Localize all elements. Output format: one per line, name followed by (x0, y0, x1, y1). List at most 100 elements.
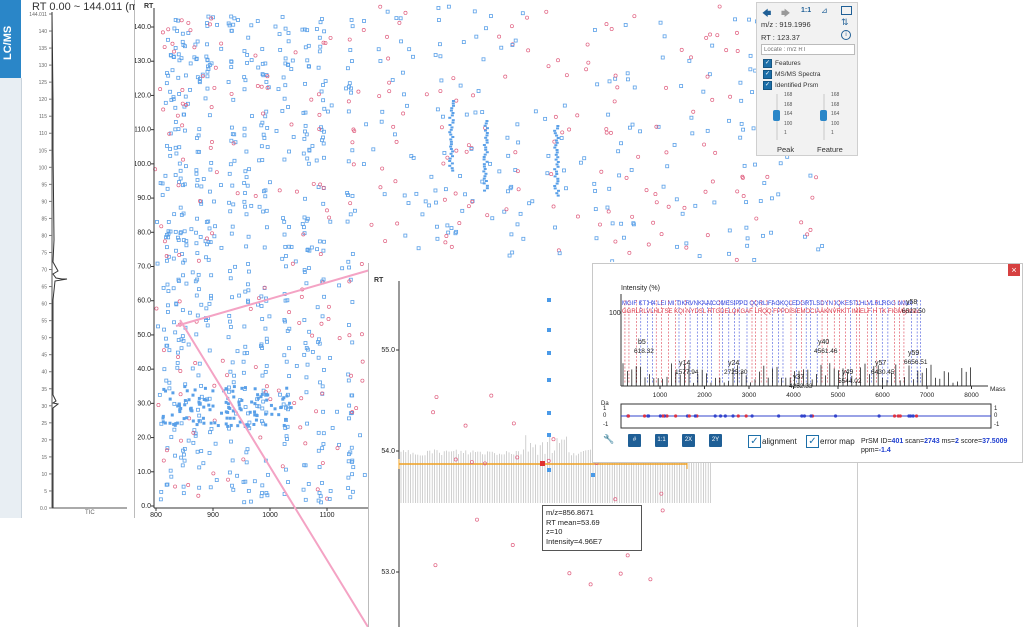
peak-name-label: y57 (875, 360, 886, 367)
tic-y-tick: 0.0 (40, 506, 47, 512)
spectrum-panel[interactable]: Intensity (%) 100 Mass MGIF KT H4 LEI MI… (592, 263, 1023, 463)
tooltip-charge: z=10 (546, 527, 563, 536)
err-tick-right: -1 (994, 422, 1000, 428)
feature-map[interactable]: RT 140.0 130.0 120.0 110.0 100.0 90.0 80.0 70.0… (133, 0, 369, 519)
feature-map-right[interactable] (368, 0, 828, 264)
err-axis-unit: Da (601, 401, 609, 407)
axis-icon[interactable]: ⊿ (821, 6, 828, 15)
xic-y-tick: 55.0 (381, 347, 395, 354)
tic-y-tick: 115 (39, 114, 47, 120)
spectrum-x-label: Mass (990, 386, 1006, 393)
map-y-tick: 70.0 (137, 264, 151, 271)
tic-y-tick: 70 (41, 268, 47, 274)
image-icon[interactable] (841, 6, 852, 15)
identified-prsm-toggle[interactable]: ✓ Identified Prsm (763, 81, 819, 90)
back-arrow-icon[interactable]: 🡄 (762, 8, 772, 18)
grid-button[interactable]: # (628, 434, 641, 447)
peak-tooltip: m/z=856.8671 RT mean=53.69 z=10 Intensit… (542, 505, 642, 551)
spectrum-chart[interactable]: Intensity (%) 100 Mass MGIF KT H4 LEI MI… (593, 264, 1022, 462)
info-icon[interactable]: i (841, 30, 851, 40)
map-x-tick: 1000 (262, 512, 278, 518)
rt-readout: RT : 123.37 (761, 33, 800, 42)
close-icon[interactable]: × (1008, 264, 1020, 276)
peak-name-label: y24 (728, 360, 739, 367)
spectrum-y-tick-100: 100 (609, 310, 621, 317)
spectrum-y-label: Intensity (%) (621, 285, 660, 292)
tooltip-rt: RT mean=53.69 (546, 517, 600, 527)
map-y-tick: 20.0 (137, 435, 151, 442)
tic-y-tick: 50 (41, 336, 47, 342)
peak-name-label: y14 (679, 360, 690, 367)
tic-y-tick: 40 (41, 370, 47, 376)
zoom-2y-button[interactable]: 2Y (709, 434, 722, 447)
peak-slider-ticks: 168 168 164 100 1 (784, 92, 793, 136)
peak-slider[interactable]: 168 168 164 100 1 (772, 91, 802, 143)
peak-name-label: y37 (793, 374, 804, 381)
features-toggle[interactable]: ✓ Features (763, 59, 801, 68)
tic-y-tick: 65 (41, 285, 47, 291)
map-y-tick: 30.0 (137, 400, 151, 407)
lcms-tab[interactable]: LC/MS (0, 0, 21, 78)
xic-y-tick: 53.0 (381, 569, 395, 576)
forward-arrow-icon[interactable]: 🡆 (781, 8, 791, 18)
tooltip-mz: m/z=856.8671 (546, 508, 594, 517)
tic-y-tick: 130 (39, 63, 48, 69)
wrench-icon[interactable]: 🔧 (603, 434, 615, 444)
control-panel[interactable]: 🡄 🡆 1:1 ⊿ ⇅ m/z : 919.1996 RT : 123.37 i… (756, 2, 858, 156)
xic-y-axis-label: RT (374, 277, 384, 284)
xic-selected-peak (540, 461, 545, 466)
zoom-2x-button[interactable]: 2X (682, 434, 695, 447)
tic-y-tick: 144.011 (29, 12, 47, 18)
prsm-ms: 2 (955, 438, 959, 445)
map-x-tick: 900 (207, 512, 219, 518)
sort-icon[interactable]: ⇅ (841, 17, 849, 27)
prsm-score: 37.5009 (982, 438, 1008, 445)
spectrum-x-tick: 3000 (742, 392, 757, 399)
tic-y-tick: 135 (39, 46, 48, 52)
reset-zoom-button[interactable]: 1:1 (655, 434, 668, 447)
map-y-tick: 120.0 (135, 92, 151, 99)
tic-trace (51, 11, 68, 508)
map-y-tick: 140.0 (135, 24, 151, 31)
prsm-scan: 2743 (924, 438, 940, 445)
peak-name-label: y49 (842, 369, 853, 376)
feature-slider-thumb[interactable] (820, 110, 827, 121)
zoom-reset-button[interactable]: 1:1 (801, 7, 812, 14)
rt-range-label: RT 0.00 ~ 144.011 (min) (32, 1, 151, 13)
tic-y-tick: 25 (41, 421, 47, 427)
tooltip-intensity: Intensity=4.96E7 (546, 536, 603, 546)
tic-panel[interactable]: 144.011 140 135 130 125 120 115 110 105 100 95 90 85… (22, 0, 150, 518)
peak-name-label: y58 (906, 299, 917, 306)
tic-y-tick: 100 (39, 165, 48, 171)
msms-spectra-toggle[interactable]: ✓ MS/MS Spectra (763, 70, 821, 79)
peak-slider-thumb[interactable] (773, 110, 780, 121)
peak-mass-label: 618.32 (634, 348, 654, 355)
check-icon: ✓ (763, 81, 772, 90)
peak-mass-label: 2725.30 (724, 369, 748, 376)
tic-y-tick: 45 (41, 353, 47, 359)
prsm-info: PrSM ID=401 scan=2743 ms=2 score=37.5009… (861, 438, 1008, 454)
peak-slider-label: Peak (777, 145, 795, 154)
tic-label: TIC (85, 510, 95, 516)
spectrum-x-tick: 6000 (875, 392, 890, 399)
prsm-id: 401 (891, 438, 904, 445)
tic-y-tick: 110 (39, 131, 47, 137)
feature-slider-ticks: 168 168 164 100 1 (831, 92, 840, 136)
tic-y-tick: 15 (41, 455, 47, 461)
tic-y-tick: 125 (39, 80, 48, 86)
peak-name-label: y59 (908, 350, 919, 357)
map-y-tick: 130.0 (135, 58, 151, 65)
alignment-checkbox[interactable]: ✓ (748, 435, 761, 448)
feature-slider[interactable]: 168 168 164 100 1 (819, 91, 849, 143)
feature-map-panel[interactable]: RT 140.0 130.0 120.0 110.0 100.0 90.0 80.0 70.0… (133, 0, 369, 519)
map-y-tick: 90.0 (137, 195, 151, 202)
map-y-tick: 50.0 (137, 332, 151, 339)
locate-input[interactable] (761, 44, 855, 55)
peak-mass-label: 6527.50 (902, 308, 926, 315)
side-tab-strip (0, 78, 22, 518)
error-map-checkbox[interactable]: ✓ (806, 435, 819, 448)
peak-mass-label: 6430.45 (871, 369, 895, 376)
alignment-label: alignment (762, 437, 797, 446)
map-y-tick: 80.0 (137, 229, 151, 236)
map-x-tick: 800 (150, 512, 162, 518)
